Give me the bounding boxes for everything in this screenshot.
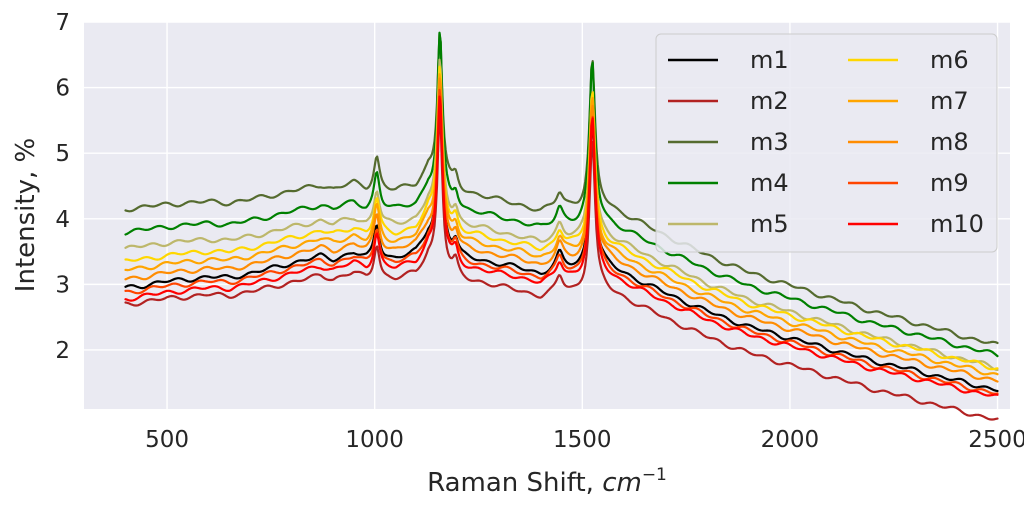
legend-label-m4: m4 bbox=[750, 169, 789, 197]
legend-label-m10: m10 bbox=[930, 210, 984, 238]
legend-label-m9: m9 bbox=[930, 169, 969, 197]
y-tick-label: 7 bbox=[55, 10, 70, 36]
series-line-m4 bbox=[124, 31, 999, 358]
legend-label-m6: m6 bbox=[930, 46, 969, 74]
legend: m1 m2 m3 m4 m5 m6 m7 m8 m9 m10 bbox=[655, 33, 998, 253]
x-axis-label: Raman Shift, cm−1 bbox=[427, 465, 667, 498]
series-line-m2 bbox=[124, 113, 999, 421]
series-line-m10 bbox=[124, 95, 999, 397]
legend-frame bbox=[655, 33, 998, 253]
series-line-m6 bbox=[124, 65, 999, 371]
legend-label-m2: m2 bbox=[750, 87, 789, 115]
series-line-m1 bbox=[124, 92, 999, 393]
series-line-m3 bbox=[124, 32, 999, 345]
tick-labels: 500 1000 1500 2000 2500 2 3 4 5 6 7 bbox=[55, 10, 1024, 453]
x-tick-label: 1000 bbox=[345, 427, 404, 453]
y-axis-label: Intensity, % bbox=[11, 138, 41, 292]
x-tick-label: 1500 bbox=[553, 427, 612, 453]
series-line-m9 bbox=[124, 88, 999, 395]
x-tick-label: 2000 bbox=[761, 427, 820, 453]
x-tick-label: 500 bbox=[145, 427, 189, 453]
series-line-m7 bbox=[124, 73, 999, 376]
series-line-m8 bbox=[124, 77, 999, 383]
legend-label-m8: m8 bbox=[930, 128, 969, 156]
legend-label-m1: m1 bbox=[750, 46, 789, 74]
y-tick-label: 6 bbox=[55, 76, 70, 102]
series-layer bbox=[124, 31, 999, 421]
y-tick-label: 2 bbox=[55, 338, 70, 364]
legend-label-m7: m7 bbox=[930, 87, 969, 115]
legend-label-m5: m5 bbox=[750, 210, 789, 238]
legend-label-m3: m3 bbox=[750, 128, 789, 156]
x-tick-label: 2500 bbox=[968, 427, 1024, 453]
y-tick-label: 5 bbox=[55, 141, 70, 167]
y-tick-label: 4 bbox=[55, 207, 70, 233]
y-tick-label: 3 bbox=[55, 272, 70, 298]
